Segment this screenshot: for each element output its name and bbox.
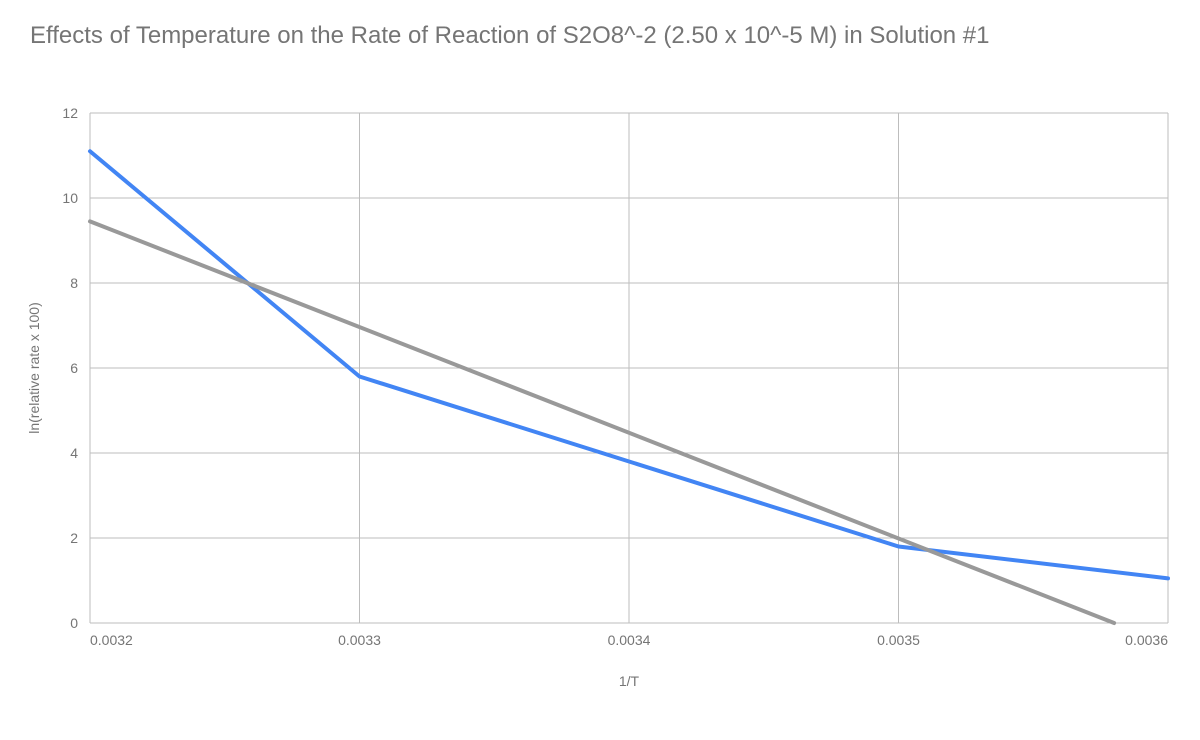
y-tick-label: 2 [70,530,78,546]
x-tick-label: 0.0033 [338,632,381,648]
x-tick-label: 0.0034 [608,632,651,648]
y-tick-label: 6 [70,360,78,376]
y-tick-label: 10 [62,190,78,206]
chart-svg: 0.0032 0.0033 0.0034 0.0035 0.0036 0 2 4 6 8 10 12 [0,0,1200,740]
y-tick-label: 0 [70,615,78,631]
trend-line [90,221,1114,623]
y-tick-label: 8 [70,275,78,291]
x-tick-label: 0.0032 [90,632,133,648]
y-axis-label: ln(relative rate x 100) [26,268,42,468]
y-tick-label: 4 [70,445,78,461]
x-axis-label: 1/T [90,673,1168,689]
x-tick-label: 0.0035 [877,632,920,648]
y-tick-label: 12 [62,105,78,121]
x-tick-label: 0.0036 [1125,632,1168,648]
chart-container: { "chart": { "type": "line", "title": "E… [0,0,1200,740]
